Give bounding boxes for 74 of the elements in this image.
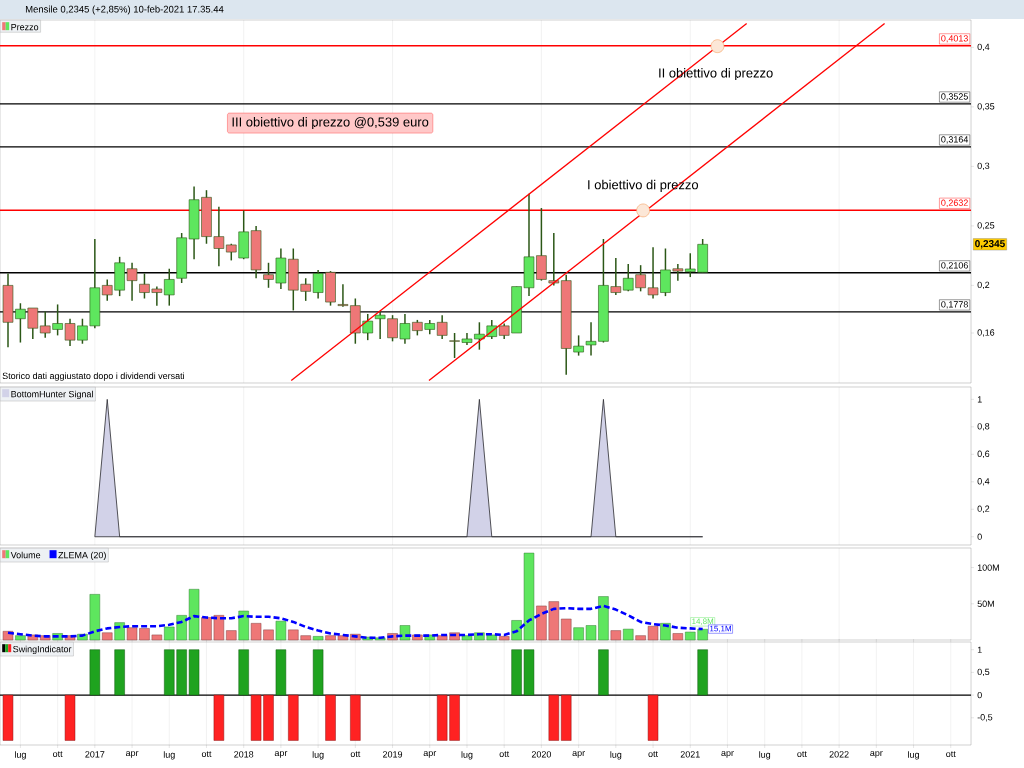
annotation: 0,2345 <box>975 240 1005 249</box>
y-tick-label: 0,3 <box>977 162 990 171</box>
y-tick-label: 1 <box>977 646 982 653</box>
bar <box>15 635 26 641</box>
ref-line-label: 0,3525 <box>941 93 968 101</box>
x-tick-label: 2018 <box>234 751 254 758</box>
x-tick-label: apr <box>572 751 585 758</box>
x-tick-label: apr <box>721 751 734 758</box>
y-tick-label: 0,25 <box>977 222 995 230</box>
candlestick <box>548 232 560 287</box>
ref-line-label: 0,1778 <box>941 301 968 309</box>
x-tick-label: lug <box>610 751 622 760</box>
ref-line-label: 0,3164 <box>941 136 969 144</box>
legend-label: Volume <box>10 551 41 559</box>
x-tick-label: lug <box>163 751 175 760</box>
chart-title: Mensile 0,2345 (+2,85%) 10-feb-2021 17.35.44 <box>25 5 224 15</box>
x-tick-label: 2017 <box>85 751 105 758</box>
x-tick-label: ott <box>53 751 63 758</box>
ref-line-label: 0,2632 <box>941 199 968 207</box>
x-tick-label: 2019 <box>383 751 403 758</box>
x-tick-label: lug <box>461 751 473 760</box>
x-tick-label: ott <box>350 751 361 758</box>
y-tick-label: 0,5 <box>977 668 990 677</box>
x-tick-label: ott <box>797 751 807 758</box>
x-tick-label: ott <box>946 751 956 758</box>
x-tick-label: ott <box>201 751 212 758</box>
y-tick-label: 0,2 <box>977 505 990 513</box>
bar <box>102 632 113 641</box>
x-tick-label: lug <box>908 751 919 760</box>
bar <box>312 636 324 641</box>
y-tick-label: 0,4 <box>977 43 990 52</box>
y-tick-label: -0,5 <box>977 714 993 722</box>
candlestick <box>436 314 448 340</box>
bar <box>561 618 572 641</box>
x-tick-label: 2022 <box>829 751 849 758</box>
x-tick-label: 2020 <box>531 751 552 758</box>
x-tick-label: ott <box>648 751 658 758</box>
candlestick <box>164 267 175 307</box>
bar <box>498 636 510 641</box>
x-tick-label: apr <box>870 751 883 758</box>
bar <box>238 610 249 641</box>
x-tick-label: lug <box>312 751 324 760</box>
annotation: III obiettivo di prezzo @0,539 euro <box>232 117 429 130</box>
bar <box>623 628 634 641</box>
y-tick-label: 0,2 <box>977 281 990 290</box>
x-tick-label: 2021 <box>680 751 700 758</box>
bar <box>660 623 671 641</box>
x-tick-label: ott <box>499 751 510 758</box>
y-tick-label: 0 <box>977 691 982 699</box>
chart-title: SwingIndicator <box>13 645 72 655</box>
x-tick-label: apr <box>125 751 139 758</box>
x-tick-label: lug <box>759 751 771 760</box>
y-tick-label: 50M <box>977 600 994 607</box>
bar <box>226 630 237 641</box>
y-tick-label: 0 <box>977 533 982 540</box>
y-tick-label: 0,16 <box>977 329 995 337</box>
ref-line-label: 0,2106 <box>941 262 968 270</box>
legend-label: Prezzo <box>11 24 39 31</box>
y-tick-label: 0,8 <box>977 423 990 431</box>
x-tick-label: apr <box>423 751 437 758</box>
y-tick-label: 100M <box>977 564 999 571</box>
bar <box>275 620 287 641</box>
x-tick-label: lug <box>15 751 26 760</box>
y-tick-label: 1 <box>977 396 982 403</box>
legend-label: BottomHunter Signal <box>11 390 93 400</box>
x-tick-label: apr <box>274 751 288 758</box>
y-tick-label: 0,6 <box>977 450 990 459</box>
y-tick-label: 0,4 <box>977 478 990 486</box>
y-tick-label: 0,35 <box>977 103 995 111</box>
ref-line-label: 0,4013 <box>941 35 968 43</box>
annotation: Storico dati aggiustato dopo i dividendi versati <box>2 372 184 381</box>
bar <box>672 633 684 641</box>
bar <box>610 630 622 641</box>
legend-label: ZLEMA (20) <box>58 551 106 561</box>
